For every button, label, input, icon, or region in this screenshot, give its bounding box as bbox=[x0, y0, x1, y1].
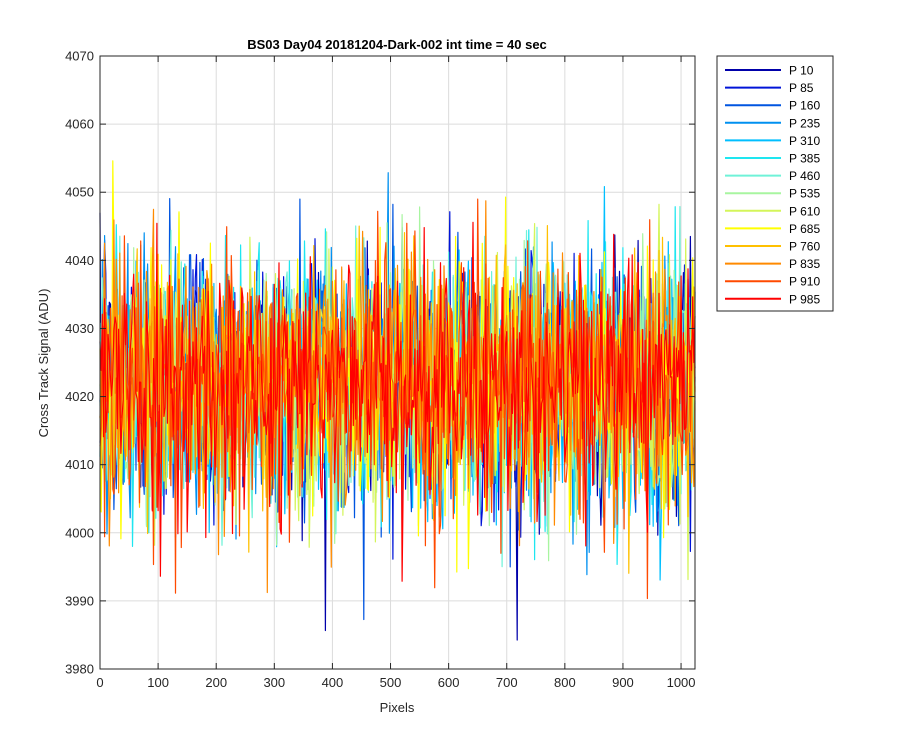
legend-label: P 235 bbox=[789, 116, 820, 130]
y-tick-label: 4070 bbox=[65, 49, 94, 64]
legend-label: P 460 bbox=[789, 169, 820, 183]
legend-label: P 10 bbox=[789, 64, 814, 78]
x-tick-label: 1000 bbox=[667, 675, 696, 690]
y-tick-label: 4040 bbox=[65, 253, 94, 268]
legend-label: P 835 bbox=[789, 257, 820, 271]
y-tick-label: 3980 bbox=[65, 662, 94, 677]
y-tick-label: 4000 bbox=[65, 525, 94, 540]
legend-label: P 85 bbox=[789, 81, 814, 95]
legend: P 10 P 85 P 160 P 235 P 310 P 385 P 460 P 535 P … bbox=[716, 55, 834, 312]
y-axis-label: Cross Track Signal (ADU) bbox=[36, 289, 51, 438]
y-tick-label: 4050 bbox=[65, 185, 94, 200]
legend-label: P 985 bbox=[789, 292, 820, 306]
y-tick-label: 3990 bbox=[65, 593, 94, 608]
legend-label: P 310 bbox=[789, 134, 820, 148]
y-tick-label: 4060 bbox=[65, 117, 94, 132]
axes: 0 100 200 300 400 500 600 700 800 900 1000 3980 3990… bbox=[65, 49, 695, 691]
x-tick-label: 100 bbox=[147, 675, 169, 690]
x-tick-label: 600 bbox=[438, 675, 460, 690]
y-tick-label: 4010 bbox=[65, 457, 94, 472]
y-tick-label: 4020 bbox=[65, 389, 94, 404]
x-axis-label: Pixels bbox=[380, 700, 415, 715]
x-tick-label: 300 bbox=[263, 675, 285, 690]
plot-frame bbox=[99, 55, 696, 670]
series-lines bbox=[99, 160, 696, 641]
series-line bbox=[99, 221, 696, 582]
legend-label: P 760 bbox=[789, 240, 820, 254]
x-tick-label: 500 bbox=[380, 675, 402, 690]
x-tick-label: 400 bbox=[322, 675, 344, 690]
legend-box bbox=[716, 55, 834, 312]
legend-label: P 910 bbox=[789, 275, 820, 289]
x-tick-label: 900 bbox=[612, 675, 634, 690]
legend-label: P 535 bbox=[789, 187, 820, 201]
x-tick-label: 800 bbox=[554, 675, 576, 690]
legend-label: P 385 bbox=[789, 152, 820, 166]
legend-label: P 610 bbox=[789, 204, 820, 218]
x-tick-label: 200 bbox=[205, 675, 227, 690]
x-tick-label: 0 bbox=[96, 675, 103, 690]
legend-label: P 685 bbox=[789, 222, 820, 236]
y-tick-label: 4030 bbox=[65, 321, 94, 336]
legend-label: P 160 bbox=[789, 99, 820, 113]
chart-title: BS03 Day04 20181204-Dark-002 int time = … bbox=[247, 37, 547, 52]
x-tick-label: 700 bbox=[496, 675, 518, 690]
